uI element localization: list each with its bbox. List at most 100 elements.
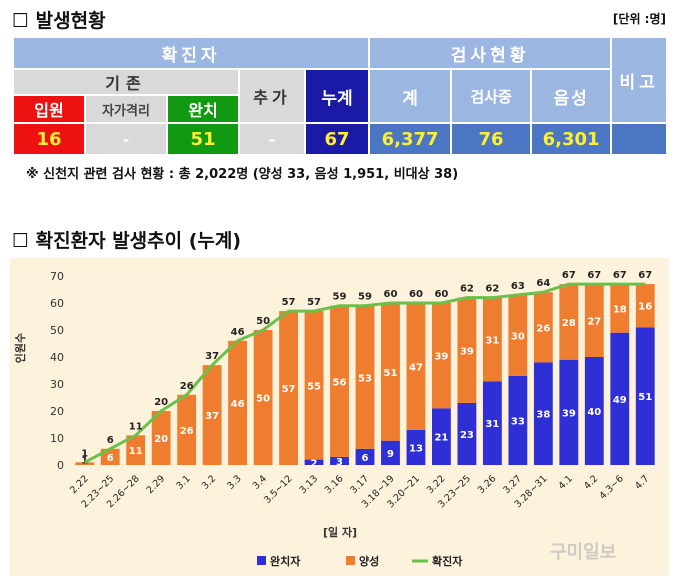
legend-positive-label: 양성	[359, 554, 379, 568]
bar-positive-label: 46	[231, 399, 245, 410]
bar-positive-label: 27	[587, 317, 601, 328]
bar-positive	[533, 292, 553, 363]
line-confirmed-label: 67	[562, 270, 576, 281]
bar-positive-label: 56	[333, 377, 347, 388]
legend-confirmed-label: 확진자	[432, 554, 463, 568]
cured-header: 완치	[166, 94, 240, 124]
bar-positive-label: 26	[180, 426, 194, 437]
x-tick-label: 4.1	[556, 473, 574, 491]
x-tick-label: 3.22	[425, 473, 448, 496]
trend-chart: 010203040506070인원수12.2262.23~25112.26~28…	[13, 270, 655, 568]
line-confirmed-label: 59	[358, 292, 372, 303]
self-isolation-header: 자가격리	[84, 94, 168, 124]
line-confirmed-label: 57	[307, 297, 321, 308]
bar-positive-label: 11	[129, 446, 143, 457]
line-confirmed-label: 50	[256, 316, 270, 327]
watermark: 구미일보	[550, 542, 616, 563]
bar-cured-label: 40	[587, 407, 601, 418]
bar-positive	[457, 297, 477, 403]
bar-cured-label: 2	[311, 458, 318, 469]
bar-cured	[406, 429, 426, 465]
y-tick-label: 70	[50, 270, 64, 283]
bar-positive-label: 55	[307, 381, 321, 392]
testing-value: 76	[450, 122, 533, 156]
x-tick-label: 3.27	[501, 473, 524, 496]
chart-area: 0 10 20 30 40 50 60 70 인원수 1 2.22 6 2.23~25 11 2.26~28…	[10, 258, 669, 576]
y-tick-label: 40	[50, 351, 64, 364]
line-confirmed-label: 59	[333, 292, 347, 303]
legend-cured-swatch	[257, 556, 266, 565]
self-isolation-value: -	[84, 122, 168, 156]
y-tick-label: 0	[57, 459, 64, 472]
unit-label: [단위 :명]	[612, 12, 666, 26]
cured-value: 51	[166, 122, 240, 156]
bar-cured	[508, 375, 528, 465]
cumulative-value: 67	[303, 122, 371, 156]
line-confirmed-label: 37	[205, 351, 219, 362]
line-confirmed-label: 67	[587, 270, 601, 281]
bar-cured-label: 49	[613, 395, 627, 406]
bar-cured	[610, 332, 630, 465]
bar-cured	[482, 381, 502, 465]
x-tick-label: 4.2	[582, 473, 600, 491]
x-tick-label: 3.1	[174, 473, 192, 491]
y-tick-label: 20	[50, 405, 64, 418]
bar-positive-label: 39	[434, 352, 448, 363]
bar-positive-label: 39	[460, 346, 474, 357]
remark-header: 비고	[610, 36, 669, 124]
bar-positive	[177, 394, 197, 465]
x-tick-label: 4.3~6	[598, 473, 626, 501]
bar-cured-label: 6	[362, 453, 369, 464]
total-header: 계	[368, 68, 453, 124]
bar-positive	[202, 365, 222, 465]
bar-positive-label: 50	[256, 394, 270, 405]
bar-cured	[635, 327, 655, 465]
bar-cured-label: 38	[536, 410, 550, 421]
bar-cured-label: 9	[387, 449, 394, 460]
bar-positive-label: 28	[562, 318, 576, 329]
line-confirmed	[84, 282, 646, 464]
bar-positive	[635, 284, 655, 328]
bar-positive-label: 47	[409, 362, 423, 373]
bar-cured	[432, 408, 451, 465]
bar-positive-label: 26	[536, 323, 550, 334]
x-tick-label: 3.2	[200, 473, 218, 491]
bar-positive-label: 31	[485, 335, 499, 346]
legend-cured-label: 완치자	[270, 554, 301, 568]
bar-cured-label: 23	[460, 430, 474, 441]
bar-cured	[584, 357, 604, 465]
bar-positive	[482, 297, 502, 382]
status-table: 확진자 검사현황 비고 기존 추가 누계 계 검사중 음성 입원 자가격리 완치…	[11, 36, 669, 156]
x-tick-label: 3.26	[476, 473, 499, 496]
checkbox-square-icon: ☐	[12, 10, 30, 32]
line-confirmed-label: 60	[409, 289, 423, 300]
x-tick-label: 2.29	[145, 473, 168, 496]
line-confirmed-label: 6	[107, 435, 114, 446]
x-tick-label: 3.3	[225, 473, 243, 491]
bar-positive-label: 20	[154, 434, 168, 445]
confirmed-header: 확진자	[11, 36, 371, 70]
total-value: 6,377	[368, 122, 453, 156]
existing-header: 기존	[12, 68, 240, 96]
x-axis-label: [일 자]	[323, 525, 357, 539]
bar-positive-label: 16	[638, 302, 652, 313]
bar-positive	[330, 305, 349, 457]
x-tick-label: 3.16	[323, 473, 346, 496]
bar-cured	[381, 440, 400, 465]
bar-positive	[432, 303, 451, 409]
bar-cured-label: 39	[562, 408, 576, 419]
negative-value: 6,301	[530, 122, 613, 156]
bar-cured	[330, 456, 349, 465]
section1-title-text: 발생현황	[35, 10, 106, 32]
section2-title-text: 확진환자 발생추이 (누계)	[35, 230, 242, 252]
test-status-header: 검사현황	[368, 36, 613, 70]
testing-header: 검사중	[450, 68, 533, 124]
admitted-header: 입원	[12, 94, 86, 124]
x-tick-label: 4.7	[633, 473, 651, 491]
line-confirmed-label: 57	[282, 297, 296, 308]
line-confirmed-label: 62	[460, 284, 474, 295]
line-confirmed-label: 26	[180, 381, 194, 392]
bar-cured-label: 33	[511, 416, 525, 427]
bar-cured-label: 13	[409, 443, 423, 454]
bar-positive	[508, 294, 528, 376]
